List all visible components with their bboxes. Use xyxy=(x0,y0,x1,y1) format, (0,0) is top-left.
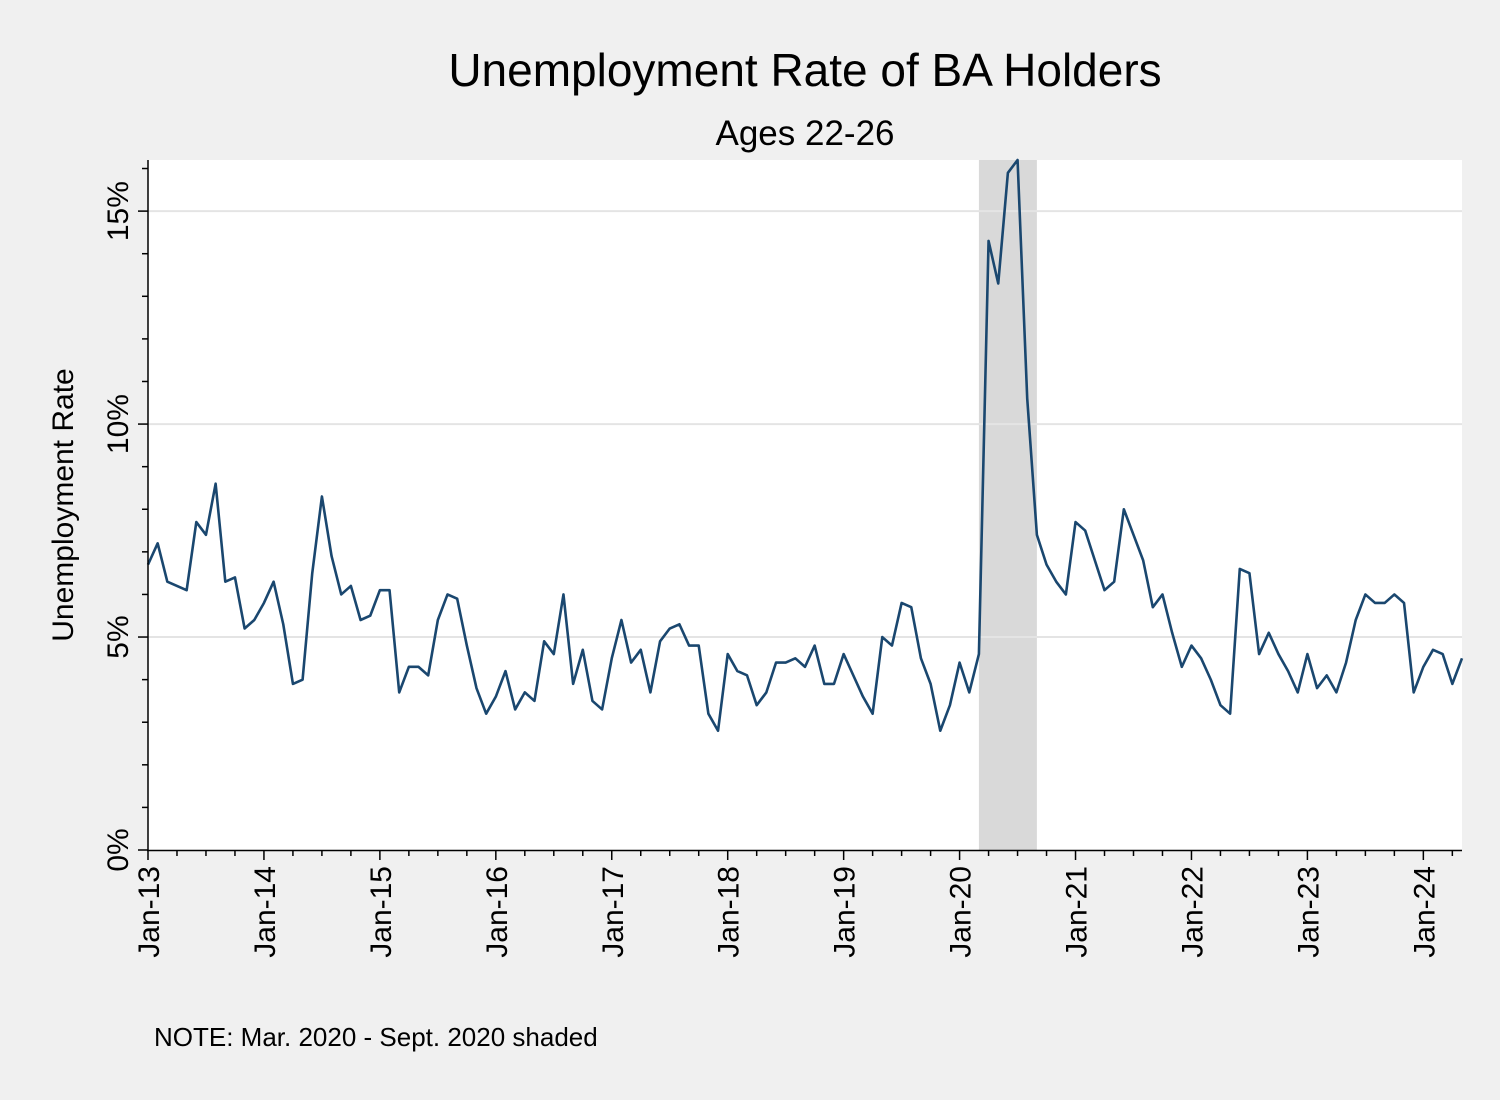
chart-subtitle: Ages 22-26 xyxy=(715,114,894,153)
chart-note: NOTE: Mar. 2020 - Sept. 2020 shaded xyxy=(154,1022,598,1052)
chart-title: Unemployment Rate of BA Holders xyxy=(448,44,1161,96)
x-tick-label: Jan-21 xyxy=(1061,866,1094,958)
y-tick-label: 0% xyxy=(102,828,135,871)
axes xyxy=(147,160,1462,852)
x-tick-label: Jan-24 xyxy=(1408,866,1441,958)
x-tick-label: Jan-23 xyxy=(1292,866,1325,958)
x-tick-label: Jan-19 xyxy=(829,866,862,958)
x-tick-label: Jan-15 xyxy=(365,866,398,958)
y-ticks: 0% 5% 10% 15% xyxy=(102,167,148,872)
y-tick-label: 15% xyxy=(102,181,135,241)
x-tick-label: Jan-18 xyxy=(713,866,746,958)
series-layer xyxy=(146,158,1464,733)
x-ticks: Jan-13 Jan-14 Jan-15 Jan-16 Jan-17 Jan-18 Jan-… xyxy=(133,850,1454,958)
y-tick-label: 5% xyxy=(102,615,135,658)
x-tick-label: Jan-16 xyxy=(481,866,514,958)
x-tick-label: Jan-20 xyxy=(945,866,978,958)
x-tick-label: Jan-22 xyxy=(1176,866,1209,958)
gridlines xyxy=(148,210,1462,639)
x-tick-label: Jan-17 xyxy=(597,866,630,958)
y-axis-label: Unemployment Rate xyxy=(47,368,80,641)
series-line xyxy=(146,158,1464,733)
plot-area xyxy=(148,160,1462,850)
x-tick-label: Jan-14 xyxy=(249,866,282,958)
x-tick-label: Jan-13 xyxy=(133,866,166,958)
y-tick-label: 10% xyxy=(102,394,135,454)
